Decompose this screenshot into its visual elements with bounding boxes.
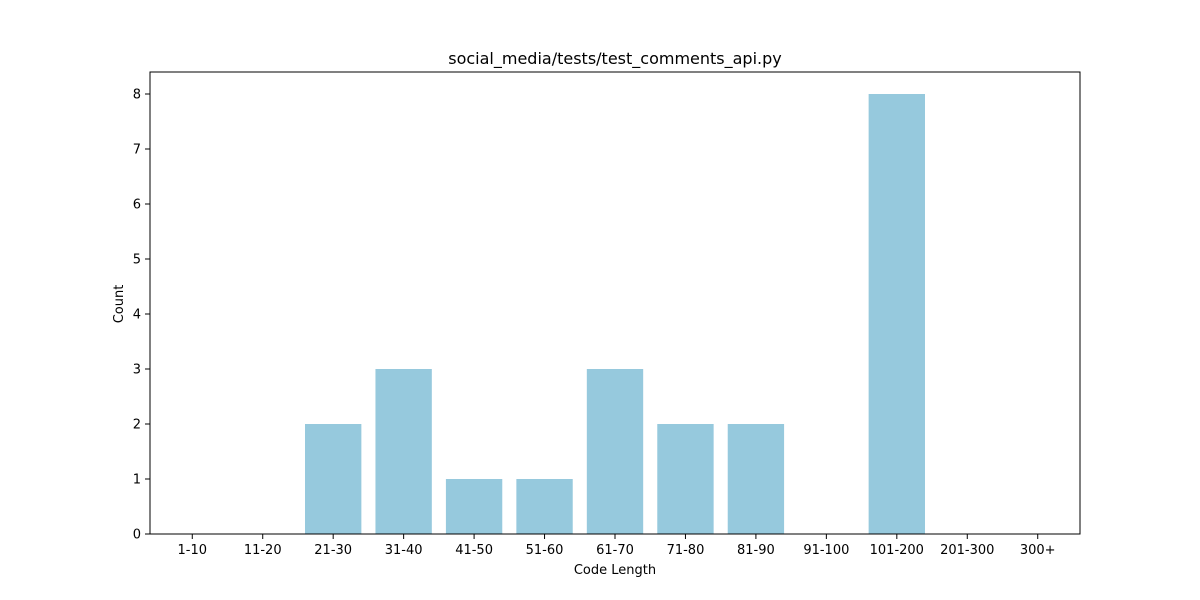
x-tick-label: 31-40	[385, 543, 423, 558]
x-axis-ticks: 1-10 11-20 21-30 31-40 41-50 51-60 61-70 71-80 8…	[178, 534, 1056, 558]
x-tick-label: 300+	[1020, 543, 1056, 558]
bar-41-50	[445, 479, 503, 534]
x-tick-label: 41-50	[455, 543, 493, 558]
x-tick-label: 91-100	[803, 543, 849, 558]
x-tick-label: 21-30	[314, 543, 352, 558]
y-tick-label: 3	[133, 363, 141, 378]
y-tick-label: 5	[133, 253, 141, 268]
x-tick-label: 1-10	[178, 543, 208, 558]
y-tick-label: 7	[133, 143, 141, 158]
x-tick-label: 71-80	[667, 543, 705, 558]
x-tick-label: 81-90	[737, 543, 775, 558]
x-tick-label: 101-200	[870, 543, 924, 558]
y-tick-label: 4	[133, 308, 141, 323]
bar-71-80	[657, 424, 714, 534]
y-tick-label: 2	[133, 418, 141, 433]
bar-21-30	[305, 424, 362, 534]
y-tick-label: 1	[133, 473, 141, 488]
bar-101-200	[868, 94, 925, 534]
y-axis-ticks: 0 1 2 3 4 5 6 7 8	[133, 88, 150, 543]
y-axis-label: Count	[112, 285, 127, 324]
bar-51-60	[516, 479, 573, 534]
bar-31-40	[375, 369, 432, 534]
x-axis-label: Code Length	[574, 563, 656, 578]
bar-61-70	[586, 369, 644, 534]
bars-group	[305, 94, 925, 534]
x-tick-label: 201-300	[940, 543, 994, 558]
x-tick-label: 51-60	[526, 543, 564, 558]
bar-81-90	[727, 424, 785, 534]
x-tick-label: 11-20	[244, 543, 282, 558]
y-tick-label: 8	[133, 88, 141, 103]
y-tick-label: 6	[133, 198, 141, 213]
plot-frame	[149, 71, 1081, 535]
x-tick-label: 61-70	[596, 543, 634, 558]
chart-title: social_media/tests/test_comments_api.py	[448, 49, 782, 69]
y-tick-label: 0	[133, 528, 141, 543]
